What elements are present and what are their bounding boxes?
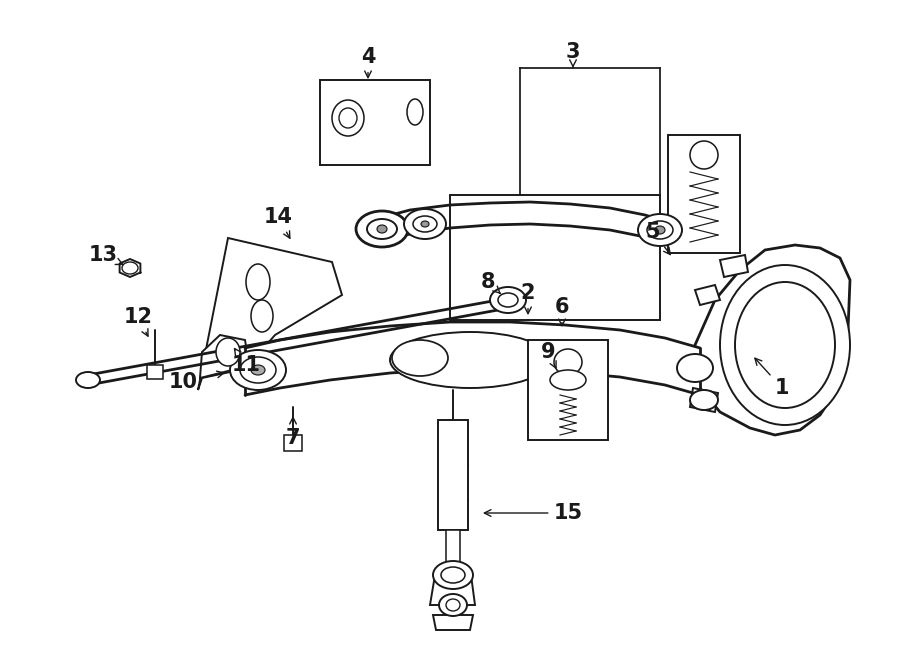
Ellipse shape [735, 282, 835, 408]
Ellipse shape [122, 262, 138, 274]
Text: 6: 6 [554, 297, 569, 326]
Ellipse shape [246, 264, 270, 300]
Ellipse shape [76, 372, 100, 388]
Ellipse shape [655, 226, 665, 234]
Polygon shape [695, 285, 720, 305]
Polygon shape [198, 238, 342, 390]
Bar [438, 420, 468, 530]
Text: 5: 5 [645, 222, 670, 254]
Ellipse shape [230, 350, 286, 390]
Polygon shape [433, 615, 473, 630]
Ellipse shape [535, 340, 585, 372]
Text: 12: 12 [123, 307, 152, 336]
Ellipse shape [356, 211, 408, 247]
Text: 1: 1 [755, 358, 789, 398]
Ellipse shape [240, 357, 276, 383]
Ellipse shape [332, 100, 364, 136]
Ellipse shape [390, 332, 550, 388]
Ellipse shape [251, 300, 273, 332]
Ellipse shape [339, 108, 357, 128]
Text: 11: 11 [231, 348, 260, 375]
Ellipse shape [490, 287, 526, 313]
Polygon shape [695, 245, 850, 435]
Ellipse shape [690, 141, 718, 169]
Ellipse shape [647, 221, 673, 239]
Ellipse shape [367, 219, 397, 239]
Bar [446, 530, 460, 570]
Text: 8: 8 [481, 272, 500, 293]
Polygon shape [200, 335, 248, 378]
Ellipse shape [413, 216, 437, 232]
Bar [528, 340, 608, 440]
Ellipse shape [554, 349, 582, 375]
Ellipse shape [421, 221, 429, 227]
Bar [320, 80, 430, 165]
Polygon shape [720, 255, 748, 277]
Ellipse shape [441, 567, 465, 583]
Ellipse shape [439, 594, 467, 616]
Text: 13: 13 [88, 245, 123, 265]
Ellipse shape [377, 225, 387, 233]
Ellipse shape [216, 338, 240, 366]
Polygon shape [430, 575, 475, 605]
Text: 14: 14 [264, 207, 292, 238]
Bar [284, 435, 302, 451]
Ellipse shape [690, 390, 718, 410]
Text: 10: 10 [168, 371, 224, 392]
Text: 4: 4 [361, 47, 375, 77]
Ellipse shape [392, 340, 448, 376]
Polygon shape [690, 388, 718, 412]
Text: 3: 3 [566, 42, 580, 67]
Text: 2: 2 [521, 283, 535, 314]
Ellipse shape [407, 99, 423, 125]
Text: 9: 9 [541, 342, 556, 368]
Text: 15: 15 [484, 503, 582, 523]
Ellipse shape [404, 209, 446, 239]
Bar [450, 195, 660, 320]
Ellipse shape [677, 354, 713, 382]
Ellipse shape [638, 214, 682, 246]
Bar [147, 365, 163, 379]
Bar [668, 135, 740, 253]
Ellipse shape [433, 561, 473, 589]
Ellipse shape [251, 365, 265, 375]
Ellipse shape [720, 265, 850, 425]
Ellipse shape [446, 599, 460, 611]
Text: 7: 7 [286, 417, 301, 448]
Ellipse shape [498, 293, 518, 307]
Ellipse shape [550, 370, 586, 390]
